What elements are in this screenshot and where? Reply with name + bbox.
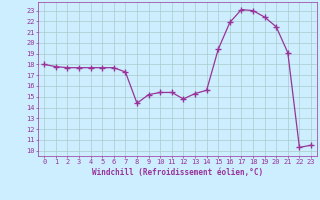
X-axis label: Windchill (Refroidissement éolien,°C): Windchill (Refroidissement éolien,°C): [92, 168, 263, 177]
